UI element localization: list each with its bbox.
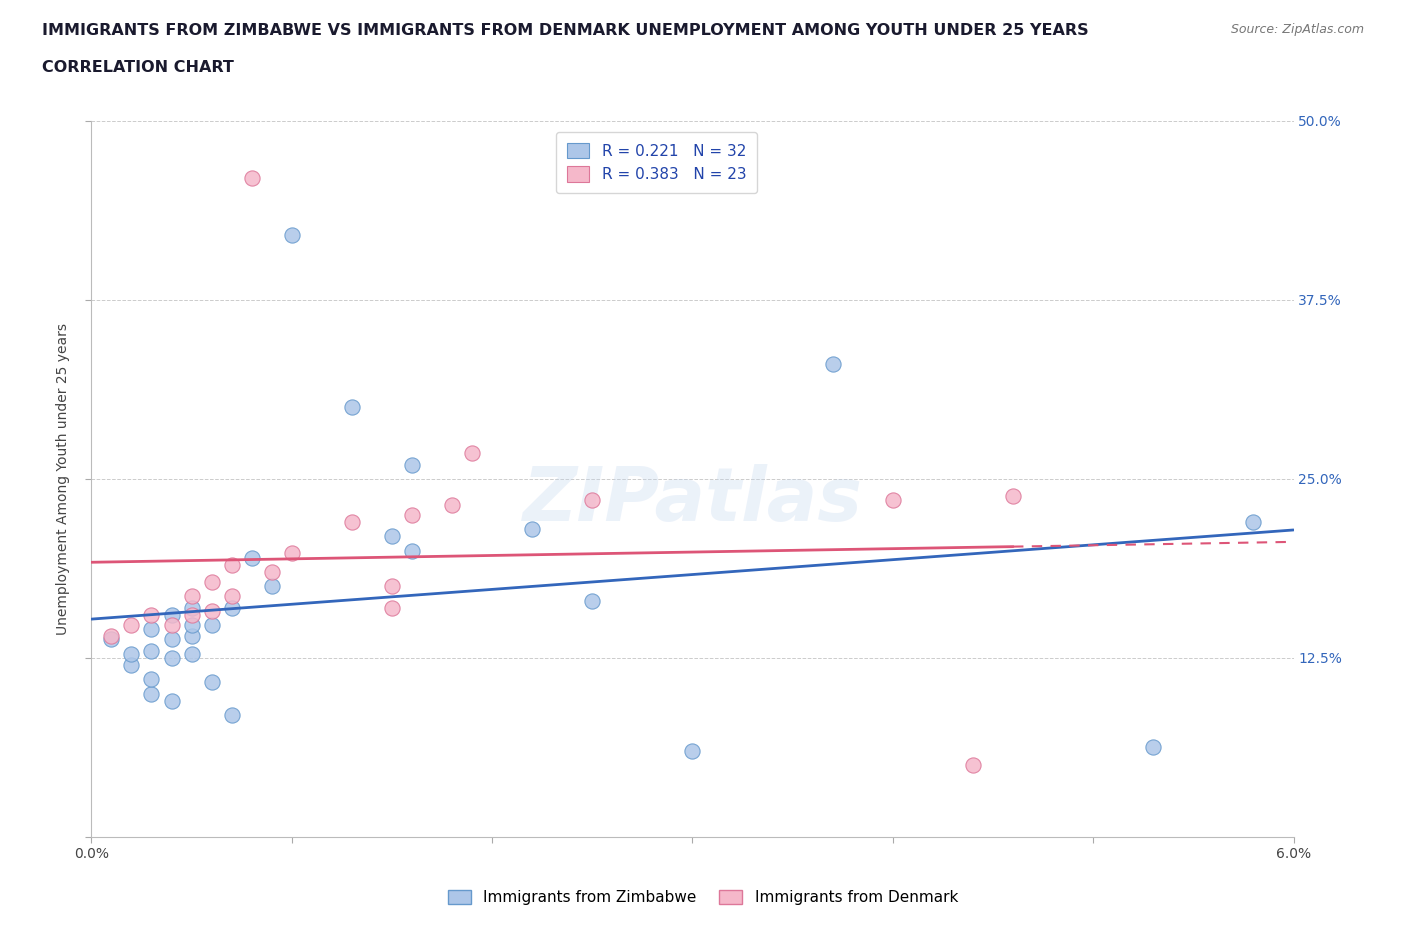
Point bbox=[340, 400, 363, 415]
Point bbox=[100, 629, 122, 644]
Point bbox=[141, 622, 163, 637]
Point bbox=[121, 658, 143, 672]
Point bbox=[160, 618, 183, 632]
Text: ZIPatlas: ZIPatlas bbox=[523, 464, 862, 537]
Point bbox=[180, 646, 202, 661]
Point bbox=[281, 546, 304, 561]
Point bbox=[201, 575, 224, 590]
Point bbox=[221, 589, 243, 604]
Point bbox=[201, 618, 224, 632]
Point bbox=[141, 644, 163, 658]
Point bbox=[681, 744, 703, 759]
Point bbox=[240, 551, 263, 565]
Point bbox=[581, 593, 603, 608]
Point bbox=[1142, 739, 1164, 754]
Point bbox=[381, 578, 404, 594]
Point bbox=[180, 607, 202, 622]
Text: Source: ZipAtlas.com: Source: ZipAtlas.com bbox=[1230, 23, 1364, 36]
Point bbox=[141, 686, 163, 701]
Point bbox=[141, 607, 163, 622]
Point bbox=[281, 228, 304, 243]
Point bbox=[440, 498, 463, 512]
Point bbox=[180, 589, 202, 604]
Point bbox=[260, 578, 283, 594]
Point bbox=[401, 508, 423, 523]
Point bbox=[100, 631, 122, 646]
Point bbox=[221, 601, 243, 616]
Point bbox=[180, 601, 202, 616]
Y-axis label: Unemployment Among Youth under 25 years: Unemployment Among Youth under 25 years bbox=[56, 323, 70, 635]
Point bbox=[121, 646, 143, 661]
Point bbox=[581, 493, 603, 508]
Legend: Immigrants from Zimbabwe, Immigrants from Denmark: Immigrants from Zimbabwe, Immigrants fro… bbox=[441, 884, 965, 911]
Point bbox=[520, 522, 543, 537]
Point bbox=[401, 543, 423, 558]
Point bbox=[340, 514, 363, 529]
Point bbox=[381, 601, 404, 616]
Point bbox=[160, 607, 183, 622]
Point bbox=[221, 557, 243, 572]
Point bbox=[401, 458, 423, 472]
Point bbox=[461, 445, 484, 460]
Point bbox=[160, 651, 183, 666]
Text: CORRELATION CHART: CORRELATION CHART bbox=[42, 60, 233, 75]
Point bbox=[221, 708, 243, 723]
Point bbox=[201, 604, 224, 618]
Point bbox=[1001, 488, 1024, 503]
Point bbox=[882, 493, 904, 508]
Point bbox=[201, 675, 224, 690]
Point bbox=[121, 618, 143, 632]
Point bbox=[962, 758, 984, 773]
Point bbox=[240, 171, 263, 186]
Point bbox=[381, 529, 404, 544]
Point bbox=[180, 629, 202, 644]
Point bbox=[821, 357, 844, 372]
Point bbox=[260, 565, 283, 579]
Point bbox=[180, 618, 202, 632]
Text: IMMIGRANTS FROM ZIMBABWE VS IMMIGRANTS FROM DENMARK UNEMPLOYMENT AMONG YOUTH UND: IMMIGRANTS FROM ZIMBABWE VS IMMIGRANTS F… bbox=[42, 23, 1088, 38]
Legend: R = 0.221   N = 32, R = 0.383   N = 23: R = 0.221 N = 32, R = 0.383 N = 23 bbox=[555, 132, 756, 193]
Point bbox=[160, 631, 183, 646]
Point bbox=[141, 672, 163, 687]
Point bbox=[160, 694, 183, 709]
Point bbox=[1243, 514, 1265, 529]
